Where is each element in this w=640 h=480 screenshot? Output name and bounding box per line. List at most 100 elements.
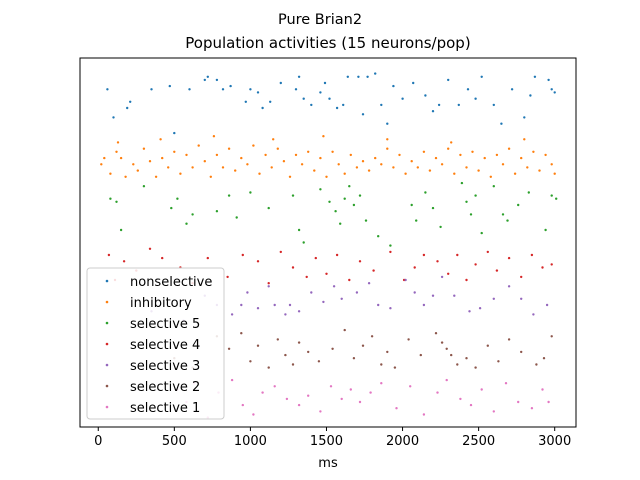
legend-marker [105,300,109,304]
spike-point [553,91,556,94]
spike-point [366,75,369,79]
spike-point [386,122,389,125]
spike-point [256,307,260,310]
spike-point [203,160,206,163]
spike-point [355,291,359,294]
spike-point [342,103,345,107]
spike-point [465,278,468,282]
spike-point [122,260,126,263]
spike-point [322,300,325,304]
spike-point [230,378,234,382]
legend-entries: nonselective inhibitory selective 5 selecti… [105,275,212,416]
spike-point [270,166,273,169]
spike-point [307,150,310,153]
spike-point [284,313,287,316]
spike-point [346,75,349,79]
spike-point [136,169,139,172]
spike-point [424,191,427,194]
legend-box [86,267,225,420]
spike-point [203,78,206,82]
spike-point [244,100,247,104]
spike-point [261,391,264,394]
legend-entry: selective 4 [105,338,200,353]
spike-point [322,135,325,138]
spike-point [364,219,368,222]
spike-point [422,303,426,307]
spike-point [544,153,547,157]
spike-point [331,150,334,153]
spike-point [334,210,337,213]
spike-point [555,197,558,200]
series-nonselective [106,72,556,135]
spike-point [424,94,427,97]
spike-point [526,166,529,169]
spike-point [348,185,351,188]
spike-point [532,313,535,316]
spike-point [103,156,106,160]
spike-point [474,263,477,266]
spike-point [497,360,500,363]
spike-point [343,172,346,175]
spike-point [495,153,499,157]
spike-point [279,81,282,85]
spike-point [431,110,435,113]
legend-label: selective 5 [130,317,200,332]
spike-point [392,166,395,169]
spike-point [486,250,489,254]
spike-point [483,156,486,160]
series-selective-5 [109,181,558,247]
spike-point [439,225,442,229]
spike-point [100,163,103,166]
spike-point [450,353,453,357]
spike-point [276,147,279,150]
legend-marker [105,342,109,346]
spike-point [267,282,270,285]
spike-point [273,303,276,307]
legend-entry: selective 1 [105,401,200,416]
spike-point [191,213,194,216]
spike-point [415,219,418,222]
legend-label: selective 3 [130,359,200,374]
spike-point [529,94,532,97]
spike-point [352,203,356,207]
spike-point [398,153,401,157]
spike-point [431,294,435,297]
plot-area [100,72,558,419]
spike-point [436,260,439,263]
spike-point [168,84,171,88]
spike-point [256,344,260,347]
spike-point [256,91,260,94]
spike-point [404,278,407,282]
spike-point [129,100,132,104]
spike-point [191,166,194,169]
spike-point [221,166,225,169]
spike-point [328,97,331,100]
spike-point [422,253,426,257]
spike-point [297,341,301,344]
spike-point [437,103,441,107]
spike-point [386,138,389,141]
spike-point [541,266,544,269]
spike-point [148,247,152,250]
spike-point [267,366,270,369]
spike-point [329,385,333,388]
spike-point [489,175,492,178]
x-tick-label: 2500 [462,434,495,449]
x-axis-ticks: 0 500 1000 1500 2000 2500 3000 [94,427,571,449]
spike-point [532,150,535,153]
spike-point [335,106,339,110]
spike-point [501,213,505,216]
spike-point [185,222,188,225]
spike-point [550,194,553,197]
spike-point [291,363,295,366]
spike-point [530,407,534,410]
spike-point [246,291,249,294]
spike-point [480,231,483,235]
spike-point [297,310,301,313]
spike-point [372,269,375,272]
spike-point [389,307,392,310]
spike-point [465,357,468,360]
spike-point [450,141,453,144]
series-selective-4 [107,247,553,285]
spike-point [434,156,438,160]
